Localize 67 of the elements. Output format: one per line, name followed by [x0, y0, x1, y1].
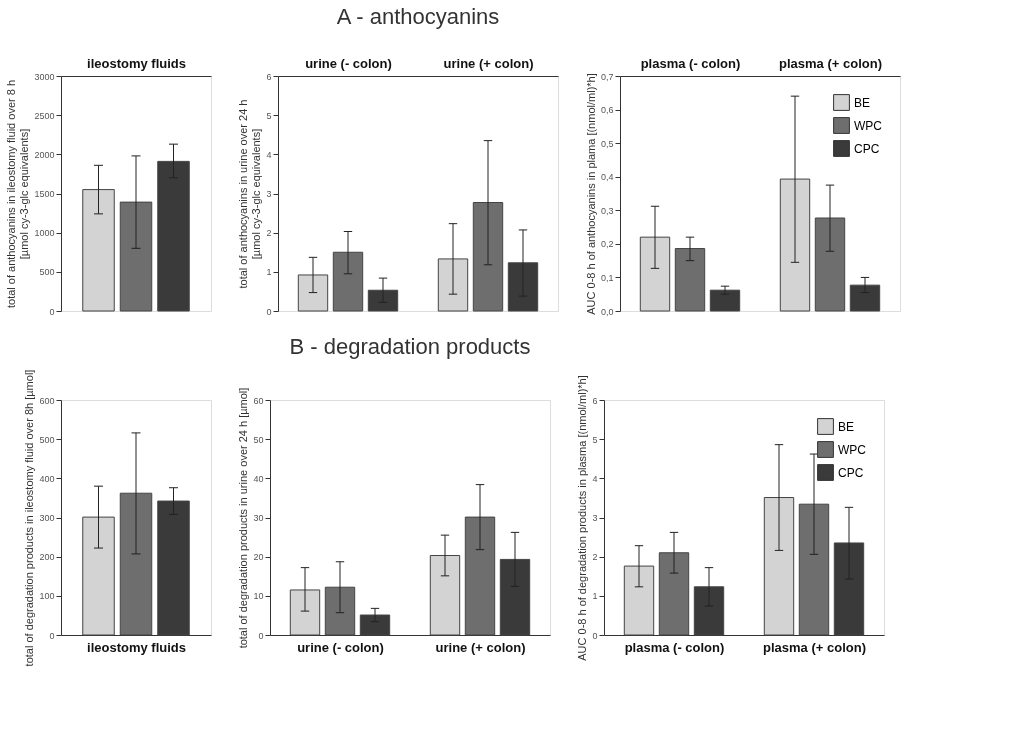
y-tick-label: 2000	[34, 149, 55, 160]
y-tick-label: 500	[39, 267, 55, 278]
y-tick-label: 2500	[34, 110, 55, 121]
legend-label: CPC	[838, 465, 864, 480]
y-axis-title: total of anthocyanins in urine over 24 h [µmol cy-3-glc equivalents]	[237, 99, 263, 289]
y-tick-label: 0,3	[600, 205, 614, 216]
x-tick-label: plasma (- colon)	[624, 639, 725, 655]
y-tick-label: 0,2	[600, 239, 614, 250]
legend-label: BE	[838, 419, 855, 434]
y-tick-label: 2	[592, 552, 598, 563]
y-tick-label: 50	[253, 434, 264, 445]
y-axis-title: total of degradation products in urine over 24 h [µmol]	[237, 387, 250, 649]
y-tick-label: 1	[266, 267, 272, 278]
y-axis-title: AUC 0-8 h of anthocyanins in plama [(nmol/ml)*h]	[584, 73, 597, 315]
y-tick-label: 5	[592, 434, 598, 445]
y-tick-label: 300	[39, 513, 55, 523]
y-tick-label: 4	[266, 149, 272, 160]
x-tick-label: urine (+ colon)	[443, 55, 534, 71]
y-axis-title: total of degradation products in ileostomy fluid over 8h [µmol]	[23, 369, 36, 667]
y-tick-label: 500	[39, 434, 55, 445]
y-tick-label: 0,1	[600, 272, 614, 283]
legend-label: WPC	[854, 118, 883, 133]
y-tick-label: 40	[253, 473, 264, 484]
y-tick-label: 4	[592, 473, 598, 484]
x-tick-label: plasma (+ colon)	[763, 639, 866, 655]
x-tick-label: urine (+ colon)	[435, 639, 526, 655]
y-tick-label: 200	[39, 552, 55, 563]
y-axis-title: AUC 0-8 h of degradation products in plasma [(nmol/ml)*h]	[576, 375, 589, 661]
legend-label: WPC	[838, 442, 867, 457]
y-tick-label: 0	[49, 630, 55, 641]
x-tick-label: ileostomy fluids	[87, 55, 186, 71]
legend-label: BE	[854, 95, 871, 110]
y-tick-label: 1500	[34, 189, 55, 199]
x-tick-label: plasma (+ colon)	[779, 55, 882, 71]
y-tick-label: 400	[39, 473, 55, 484]
y-tick-label: 0	[258, 630, 264, 641]
y-tick-label: 3	[592, 513, 598, 523]
y-tick-label: 0,6	[600, 105, 614, 116]
x-tick-label: urine (- colon)	[305, 55, 392, 71]
chart-title: A - anthocyanins	[336, 4, 500, 29]
y-tick-label: 30	[253, 513, 264, 523]
y-tick-label: 6	[592, 395, 598, 406]
y-tick-label: 20	[253, 552, 264, 563]
y-tick-label: 5	[266, 110, 272, 121]
y-tick-label: 100	[39, 591, 55, 602]
y-tick-label: 0	[266, 306, 272, 317]
y-axis-title: total of anthocyanins in ileostomy fluid over 8 h [µmol cy-3-glc equivalents]	[5, 79, 31, 309]
y-tick-label: 3000	[34, 71, 55, 82]
x-tick-label: urine (- colon)	[297, 639, 384, 655]
y-tick-label: 2	[266, 228, 272, 239]
chart-title: B - degradation products	[289, 334, 531, 360]
y-tick-label: 0,4	[600, 172, 614, 183]
y-tick-label: 1	[592, 591, 598, 602]
x-tick-label: plasma (- colon)	[640, 55, 741, 71]
y-tick-label: 10	[253, 591, 264, 602]
x-tick-label: ileostomy fluids	[87, 639, 186, 655]
y-tick-label: 3	[266, 189, 272, 199]
y-tick-label: 600	[39, 395, 55, 406]
y-tick-label: 6	[266, 71, 272, 82]
y-tick-label: 0,5	[600, 138, 614, 149]
y-tick-label: 0,0	[600, 306, 614, 317]
legend-label: CPC	[854, 141, 880, 156]
y-tick-label: 60	[253, 395, 264, 406]
y-tick-label: 0	[49, 306, 55, 317]
y-tick-label: 1000	[34, 228, 55, 239]
y-tick-label: 0	[592, 630, 598, 641]
y-tick-label: 0,7	[600, 71, 614, 82]
